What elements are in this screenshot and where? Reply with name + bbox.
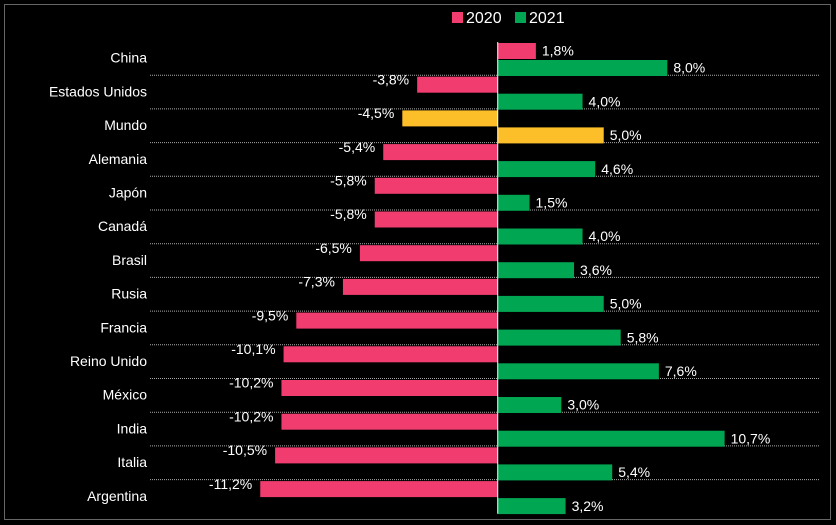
value-label: 5,0% [610,127,642,143]
category-label: Italia [117,454,147,470]
bar [497,397,562,413]
category-label: Japón [109,185,147,201]
value-label: 10,7% [731,430,771,446]
bar [296,312,498,329]
value-label: 3,6% [580,262,612,278]
bar [497,262,575,279]
bar [417,76,498,93]
category-label: Alemania [89,151,148,167]
value-label: -10,2% [229,408,273,424]
value-label: 5,8% [627,329,659,345]
value-label: 3,2% [572,498,604,514]
value-label: -10,2% [229,375,273,391]
bar [374,177,498,194]
category-label: México [103,387,148,403]
category-label: Rusia [111,286,147,302]
bar [283,346,498,363]
bar [260,481,498,498]
value-label: 7,6% [665,363,697,379]
category-label: India [117,420,148,436]
value-label: -4,5% [358,105,395,121]
category-label: Mundo [104,117,147,133]
value-label: 5,0% [610,296,642,312]
category-label: Canadá [98,218,147,234]
value-label: 1,8% [542,43,574,59]
category-label: Brasil [112,252,147,268]
value-label: -3,8% [373,71,410,87]
bar [497,127,604,144]
legend-label: 2020 [466,10,502,27]
value-label: 5,4% [618,464,650,480]
bar [497,43,536,59]
category-label: China [110,50,147,66]
legend-swatch [515,12,526,23]
legend-swatch [452,12,463,23]
bar [497,194,530,211]
value-label: 4,6% [601,161,633,177]
bar [281,413,498,430]
category-label: Francia [100,319,147,335]
bar [402,110,498,127]
value-label: 4,0% [589,228,621,244]
bar [497,161,596,178]
legend-label: 2021 [529,10,565,27]
value-label: -5,8% [330,206,367,222]
bar [497,363,659,380]
bar [359,245,498,262]
bar [275,447,498,464]
value-label: -9,5% [252,307,289,323]
bar [342,278,498,295]
bar [374,211,498,228]
value-label: -10,1% [231,341,275,357]
value-label: 4,0% [589,93,621,109]
bar [383,144,498,161]
bar [281,380,498,396]
bar [497,329,621,346]
category-label: Reino Unido [70,353,147,369]
bar [497,430,725,447]
value-label: -6,5% [315,240,352,256]
bar [497,295,604,312]
value-label: 3,0% [567,397,599,413]
bar [497,228,583,245]
value-label: -7,3% [298,274,335,290]
value-label: 8,0% [673,60,705,76]
bar [497,464,613,481]
value-label: -5,8% [330,173,367,189]
category-label: Estados Unidos [49,83,147,99]
bar [497,60,668,76]
value-label: -5,4% [339,139,376,155]
value-label: -10,5% [223,442,267,458]
value-label: -11,2% [209,476,252,492]
bar [497,498,566,515]
bar [497,93,583,110]
value-label: 1,5% [536,195,568,211]
category-label: Argentina [87,488,147,504]
